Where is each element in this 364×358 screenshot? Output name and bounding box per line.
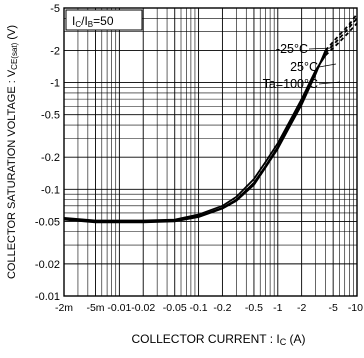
y-axis-label-sub: CE(sat) xyxy=(10,42,19,69)
annotation-box: IC/IB=50 xyxy=(65,9,143,31)
plot-frame xyxy=(63,7,358,297)
y-tick-label: -1 xyxy=(50,78,60,90)
x-axis-label-unit: (A) xyxy=(286,332,305,346)
series-line-dashed xyxy=(324,22,358,57)
annotation-sub-c: C xyxy=(75,20,81,29)
y-tick-label: -5 xyxy=(50,3,60,15)
y-tick-label: -0.5 xyxy=(41,110,60,122)
x-tick-label: -0.2 xyxy=(213,302,231,314)
x-tick-label: -0.1 xyxy=(190,302,208,314)
x-tick-label: -1 xyxy=(273,302,282,314)
x-tick-label: -0.02 xyxy=(131,302,155,314)
series-label: 25°C xyxy=(290,60,318,74)
x-tick-label: -2m xyxy=(55,302,73,314)
annotation-part-slash: /I xyxy=(81,14,88,28)
series-label: Ta=100°C xyxy=(263,77,318,91)
x-tick-label: -0.5 xyxy=(245,302,263,314)
y-tick-label: -2 xyxy=(50,45,60,57)
series-line-dashed xyxy=(324,17,358,54)
y-axis-label-main: COLLECTOR SATURATION VOLTAGE : V xyxy=(6,69,18,279)
y-tick-label: -0.01 xyxy=(35,291,60,303)
series-label: -25°C xyxy=(276,42,308,56)
series-line-dashed xyxy=(324,13,358,52)
series-label-leader xyxy=(308,47,333,50)
series-line xyxy=(63,52,327,223)
series-layer xyxy=(63,13,358,224)
x-axis-label-sub: C xyxy=(280,337,287,347)
y-tick-label: -0.2 xyxy=(41,152,60,164)
series-line xyxy=(63,50,327,224)
annotation-part-i: I xyxy=(72,14,75,28)
y-tick-label: -0.05 xyxy=(35,216,60,228)
grid-layer xyxy=(63,7,358,297)
annotation-text: IC/IB=50 xyxy=(72,14,114,29)
y-tick-label: -0.1 xyxy=(41,184,60,196)
x-tick-label: -5m xyxy=(86,302,104,314)
x-tick-label: -5 xyxy=(328,302,337,314)
annotation-part-value: =50 xyxy=(93,14,114,28)
x-tick-label: -0.05 xyxy=(163,302,187,314)
x-axis-label: COLLECTOR CURRENT : IC (A) xyxy=(131,332,305,347)
series-label-leader xyxy=(318,63,337,68)
x-axis-label-main: COLLECTOR CURRENT : I xyxy=(131,332,279,346)
annotation-box-frame xyxy=(65,9,143,31)
y-axis-label-unit: (V) xyxy=(6,25,18,43)
series-labels: -25°C 25°C Ta=100°C xyxy=(263,42,341,91)
tick-layer: -2m -5m -0.01 -0.02 -0.05 -0.1 -0.2 -0.5 -1 -2 -5-… xyxy=(35,3,363,314)
x-tick-label: -10 xyxy=(348,302,363,314)
x-tick-label: -2 xyxy=(297,302,306,314)
x-tick-label: -0.01 xyxy=(107,302,131,314)
annotation-sub-b: B xyxy=(88,20,93,29)
y-tick-label: -0.02 xyxy=(35,259,60,271)
series-line xyxy=(63,54,327,222)
series-label-leader xyxy=(318,81,341,85)
y-axis-label: COLLECTOR SATURATION VOLTAGE : VCE(sat) … xyxy=(6,25,19,279)
